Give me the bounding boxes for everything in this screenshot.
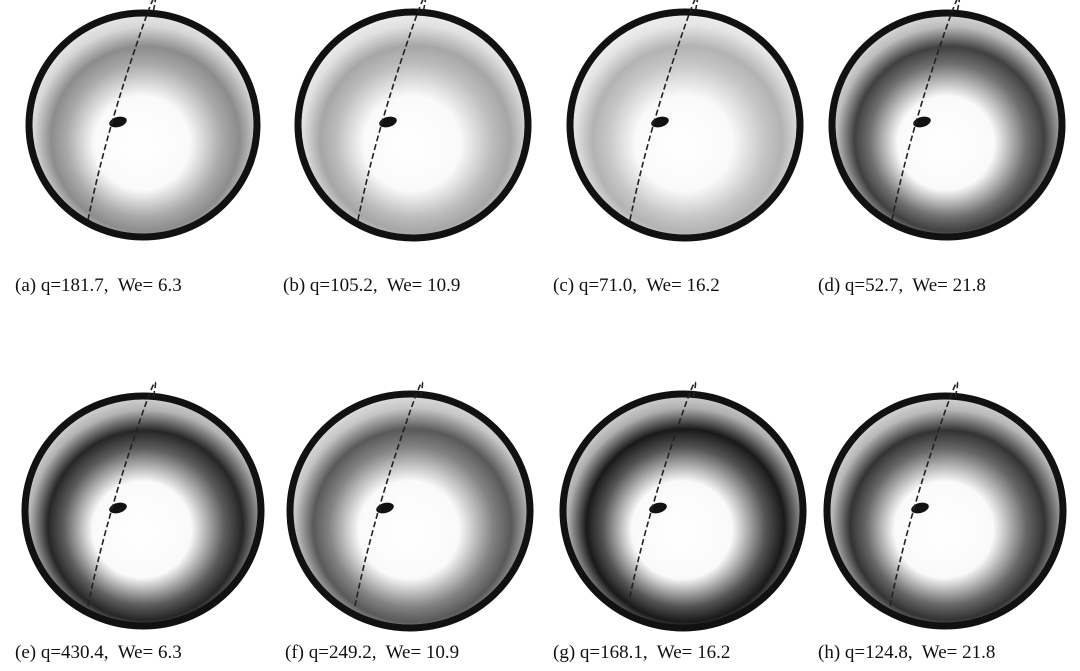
photo-panel [290,382,530,628]
panel-caption: (h) q=124.8, We= 21.8 [818,642,995,663]
panel-caption: (a) q=181.7, We= 6.3 [15,275,182,296]
droplet-photo [25,396,261,626]
droplet-photo [570,12,800,238]
photo-panel [827,382,1063,626]
droplet-photo [827,396,1063,626]
panel-caption: (e) q=430.4, We= 6.3 [15,642,182,663]
droplet-photo [290,394,530,628]
photo-panel [832,0,1062,237]
photo-panel [570,0,800,238]
figure: (a) q=181.7, We= 6.3 (b) q=105.2, We= 10.… [0,0,1080,671]
droplet-photo [298,12,528,238]
panel-caption: (d) q=52.7, We= 21.8 [818,275,986,296]
droplet-photo [832,13,1062,237]
photo-panel [298,0,528,238]
photo-panel [25,382,261,626]
droplet-photo [29,13,257,237]
panel-caption: (g) q=168.1, We= 16.2 [553,642,730,663]
panel-caption: (c) q=71.0, We= 16.2 [553,275,720,296]
panel-caption: (f) q=249.2, We= 10.9 [285,642,459,663]
panel-caption: (b) q=105.2, We= 10.9 [283,275,460,296]
droplet-photo [563,394,803,628]
photo-panel [563,382,803,628]
photo-panel [29,0,257,237]
